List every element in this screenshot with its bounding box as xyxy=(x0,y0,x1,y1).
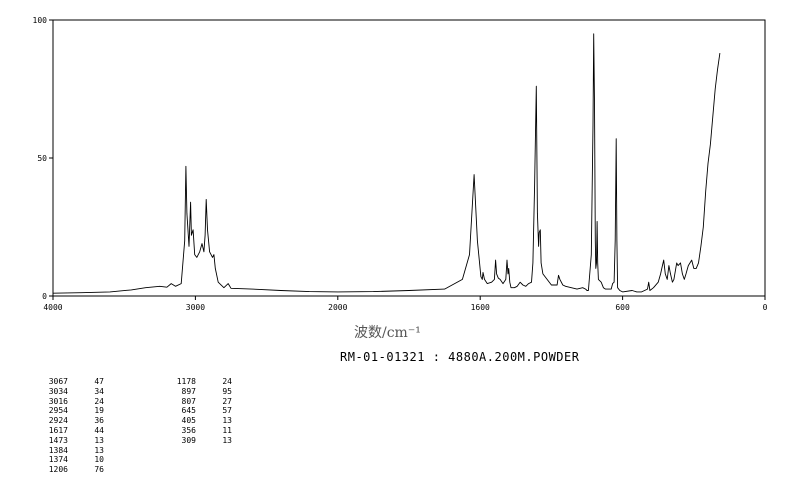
peak-wavenumber: 309 xyxy=(181,435,196,445)
peak-intensity: 57 xyxy=(222,406,232,416)
peak-intensity: 34 xyxy=(94,386,104,396)
x-axis-label: 波数/cm⁻¹ xyxy=(354,325,421,341)
peak-intensity: 11 xyxy=(222,425,232,435)
chart-title: RM-01-01321 : 4880A.200M.POWDER xyxy=(340,350,580,364)
x-tick-label: 3000 xyxy=(186,303,205,312)
peak-intensity: 24 xyxy=(94,396,104,406)
x-tick-label: 600 xyxy=(615,303,630,312)
peak-wavenumber: 807 xyxy=(181,396,196,406)
plot-frame xyxy=(52,19,766,297)
peak-wavenumber: 1206 xyxy=(48,465,68,475)
peak-intensity: 13 xyxy=(222,435,232,445)
peak-intensity: 44 xyxy=(94,425,104,435)
peak-intensity: 10 xyxy=(94,455,104,465)
peak-wavenumber: 645 xyxy=(181,406,196,416)
peak-intensity: 36 xyxy=(94,416,104,426)
y-tick-label: 100 xyxy=(33,16,48,25)
peak-wavenumber: 356 xyxy=(181,425,196,435)
peak-wavenumber: 405 xyxy=(181,416,196,426)
peak-intensity: 47 xyxy=(94,377,104,386)
y-tick-label: 0 xyxy=(42,292,47,301)
peak-intensity: 76 xyxy=(94,465,104,475)
y-tick-label: 50 xyxy=(37,154,47,163)
peak-wavenumber: 3016 xyxy=(48,396,68,406)
x-tick-label: 1600 xyxy=(471,303,490,312)
spectrum-series-line xyxy=(52,33,721,294)
peak-intensity: 13 xyxy=(94,435,104,445)
peak-wavenumber: 3067 xyxy=(48,377,68,386)
x-tick-label: 4000 xyxy=(43,303,62,312)
peak-intensity: 95 xyxy=(222,386,232,396)
ir-spectrum-chart: 4000 3000 2000 1600 600 0 100 50 0 xyxy=(33,16,768,312)
peak-wavenumber: 2924 xyxy=(48,416,68,426)
peak-wavenumber: 1178 xyxy=(176,377,196,386)
peak-wavenumber: 897 xyxy=(181,386,196,396)
peak-intensity: 13 xyxy=(222,416,232,426)
peak-wavenumber: 3034 xyxy=(48,386,68,396)
peak-wavenumber: 2954 xyxy=(48,406,68,416)
peak-intensity: 27 xyxy=(222,396,232,406)
peak-wavenumber: 1374 xyxy=(48,455,68,465)
x-axis: 4000 3000 2000 1600 600 0 xyxy=(43,296,768,312)
x-tick-label: 2000 xyxy=(328,303,347,312)
x-tick-label: 0 xyxy=(763,303,768,312)
peak-intensity: 19 xyxy=(94,406,104,416)
peak-intensity: 13 xyxy=(94,445,104,455)
peak-wavenumber: 1384 xyxy=(48,445,68,455)
peak-wavenumber: 1617 xyxy=(48,425,68,435)
peak-wavenumber: 1473 xyxy=(48,435,68,445)
y-axis: 100 50 0 xyxy=(33,16,53,301)
peak-intensity: 24 xyxy=(222,377,232,386)
